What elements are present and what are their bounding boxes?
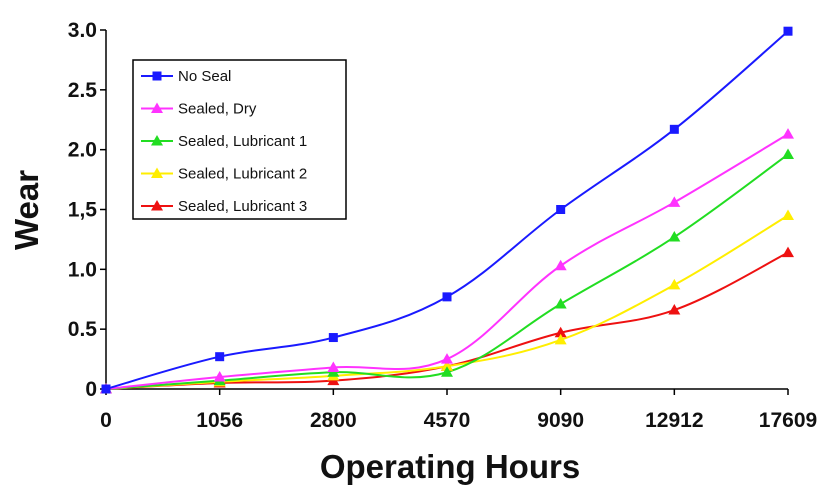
x-tick-label: 2800: [310, 409, 357, 432]
series-sealed-lubricant-3-marker: [554, 326, 567, 338]
y-tick-label: 0: [85, 378, 97, 401]
legend-sealed-dry-marker: [151, 102, 163, 113]
series-sealed-dry-marker: [554, 259, 567, 271]
series-sealed-lubricant-1-marker: [441, 366, 453, 377]
series-no-seal-marker: [442, 292, 452, 302]
series-sealed-dry-marker: [441, 353, 453, 364]
series-sealed-lubricant-1-marker: [668, 231, 681, 242]
series-sealed-lubricant-3-marker: [668, 304, 681, 315]
series-sealed-lubricant-1-marker: [782, 148, 794, 159]
series-no-seal-marker: [328, 333, 338, 343]
axes: [100, 29, 789, 395]
y-tick-label: 3.0: [68, 19, 97, 42]
y-tick-label: 1,5: [68, 199, 98, 222]
x-tick-label: 1056: [196, 409, 243, 432]
tick-labels: 0 0.5 1.0 1,5 2.0 2.5 3.0 0 1056 2800 4570 9090 1291…: [68, 19, 817, 432]
legend-label-sealed-lubricant-2: Sealed, Lubricant 2: [178, 166, 307, 183]
x-tick-label: 17609: [759, 409, 817, 432]
legend-label-sealed-lubricant-1: Sealed, Lubricant 1: [178, 133, 307, 150]
y-tick-label: 0.5: [68, 318, 98, 341]
series-sealed-dry-marker: [213, 371, 226, 382]
y-axis-title: Wear: [8, 170, 45, 250]
series-no-seal-marker: [669, 124, 679, 134]
series-sealed-dry-marker: [327, 361, 340, 372]
x-tick-label: 4570: [424, 409, 471, 432]
series-sealed-lubricant-2-marker: [668, 278, 681, 290]
series-no-seal-marker: [215, 352, 225, 362]
y-tick-label: 2.5: [68, 79, 98, 102]
series-sealed-dry-marker: [668, 196, 681, 207]
legend-box: [132, 59, 347, 220]
series-sealed-lubricant-2-marker: [782, 209, 794, 220]
series-no-seal-marker: [101, 384, 111, 394]
series-sealed-lubricant-3-marker: [782, 246, 794, 258]
legend-no-seal-marker: [152, 71, 162, 81]
series-sealed-dry-marker: [782, 128, 794, 139]
series-sealed-lubricant-2-marker: [554, 333, 567, 345]
y-tick-label: 1.0: [68, 258, 97, 281]
legend-label-sealed-lubricant-3: Sealed, Lubricant 3: [178, 198, 307, 215]
legend-label-sealed-dry: Sealed, Dry: [178, 101, 257, 118]
series-sealed-lubricant-2-marker: [441, 360, 453, 371]
legend-sealed-lubricant-2-marker: [151, 167, 163, 178]
x-tick-label: 0: [100, 409, 112, 432]
x-axis-title: Operating Hours: [320, 448, 580, 485]
legend-label-no-seal: No Seal: [178, 68, 231, 85]
series-no-seal-marker: [556, 205, 566, 214]
legend-sealed-lubricant-3-marker: [151, 200, 163, 211]
series-no-seal-marker: [783, 26, 793, 36]
series-markers: [100, 26, 794, 394]
y-tick-label: 2.0: [68, 139, 97, 162]
series-sealed-lubricant-1-marker: [554, 298, 567, 309]
x-tick-label: 9090: [537, 409, 584, 432]
legend: No Seal Sealed, Dry Sealed, Lubricant 1 Sea…: [132, 59, 347, 220]
legend-sealed-lubricant-1-marker: [151, 135, 163, 146]
x-tick-label: 12912: [645, 409, 703, 432]
